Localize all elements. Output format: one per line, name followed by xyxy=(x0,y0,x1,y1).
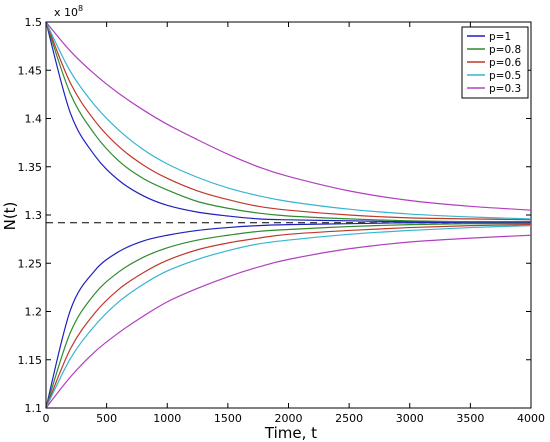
legend-label: p=0.3 xyxy=(489,83,521,95)
x-tick-label: 0 xyxy=(43,412,50,425)
legend-label: p=1 xyxy=(489,31,511,43)
legend: p=1p=0.8p=0.6p=0.5p=0.3 xyxy=(461,26,529,99)
series-line-p-0-8-upper xyxy=(45,21,532,223)
series-line-p-0-8-lower xyxy=(45,223,532,409)
legend-label: p=0.8 xyxy=(489,44,521,56)
plot-border xyxy=(45,21,532,409)
x-axis-ticks: 0 500 1000 1500 2000 2500 3000 3500 4000 xyxy=(43,22,545,425)
series-line-p-0-6-lower xyxy=(45,224,532,409)
y-tick-label: 1.2 xyxy=(25,306,43,319)
plot-area xyxy=(45,21,532,409)
y-multiplier-exponent: 8 xyxy=(78,4,83,13)
x-tick-label: 1500 xyxy=(214,412,242,425)
y-tick-label: 1.4 xyxy=(25,113,43,126)
series-line-p-0-3-lower xyxy=(45,234,532,409)
x-tick-label: 500 xyxy=(96,412,117,425)
x-axis-label: Time, t xyxy=(264,424,317,442)
y-axis-multiplier: x 108 xyxy=(54,4,83,19)
y-tick-label: 1.3 xyxy=(25,209,43,222)
series-line-p-1-lower xyxy=(45,222,531,409)
y-tick-label: 1.35 xyxy=(18,161,43,174)
y-axis-ticks: 1.1 1.15 1.2 1.25 1.3 1.35 1.4 1.45 1.5 xyxy=(18,16,531,415)
legend-label: p=0.6 xyxy=(489,57,521,69)
y-axis-label: N(t) xyxy=(1,202,19,231)
y-tick-label: 1.1 xyxy=(25,402,43,415)
x-tick-label: 3000 xyxy=(396,412,424,425)
y-tick-label: 1.25 xyxy=(18,257,43,270)
y-tick-label: 1.45 xyxy=(18,64,43,77)
series-line-p-0-3-upper xyxy=(45,21,532,211)
series-layer xyxy=(45,21,532,409)
series-line-p-0-5-lower xyxy=(45,225,532,409)
y-tick-label: 1.5 xyxy=(25,16,43,29)
y-multiplier-base: x 10 xyxy=(54,6,78,19)
legend-label: p=0.5 xyxy=(489,70,521,82)
x-tick-label: 2500 xyxy=(335,412,363,425)
series-line-p-1-upper xyxy=(45,21,531,223)
x-tick-label: 4000 xyxy=(517,412,545,425)
x-tick-label: 2000 xyxy=(275,412,303,425)
series-line-p-0-6-upper xyxy=(45,21,532,221)
x-tick-label: 3500 xyxy=(456,412,484,425)
x-tick-label: 1000 xyxy=(153,412,181,425)
series-line-p-0-5-upper xyxy=(45,21,532,220)
y-tick-label: 1.15 xyxy=(18,354,43,367)
